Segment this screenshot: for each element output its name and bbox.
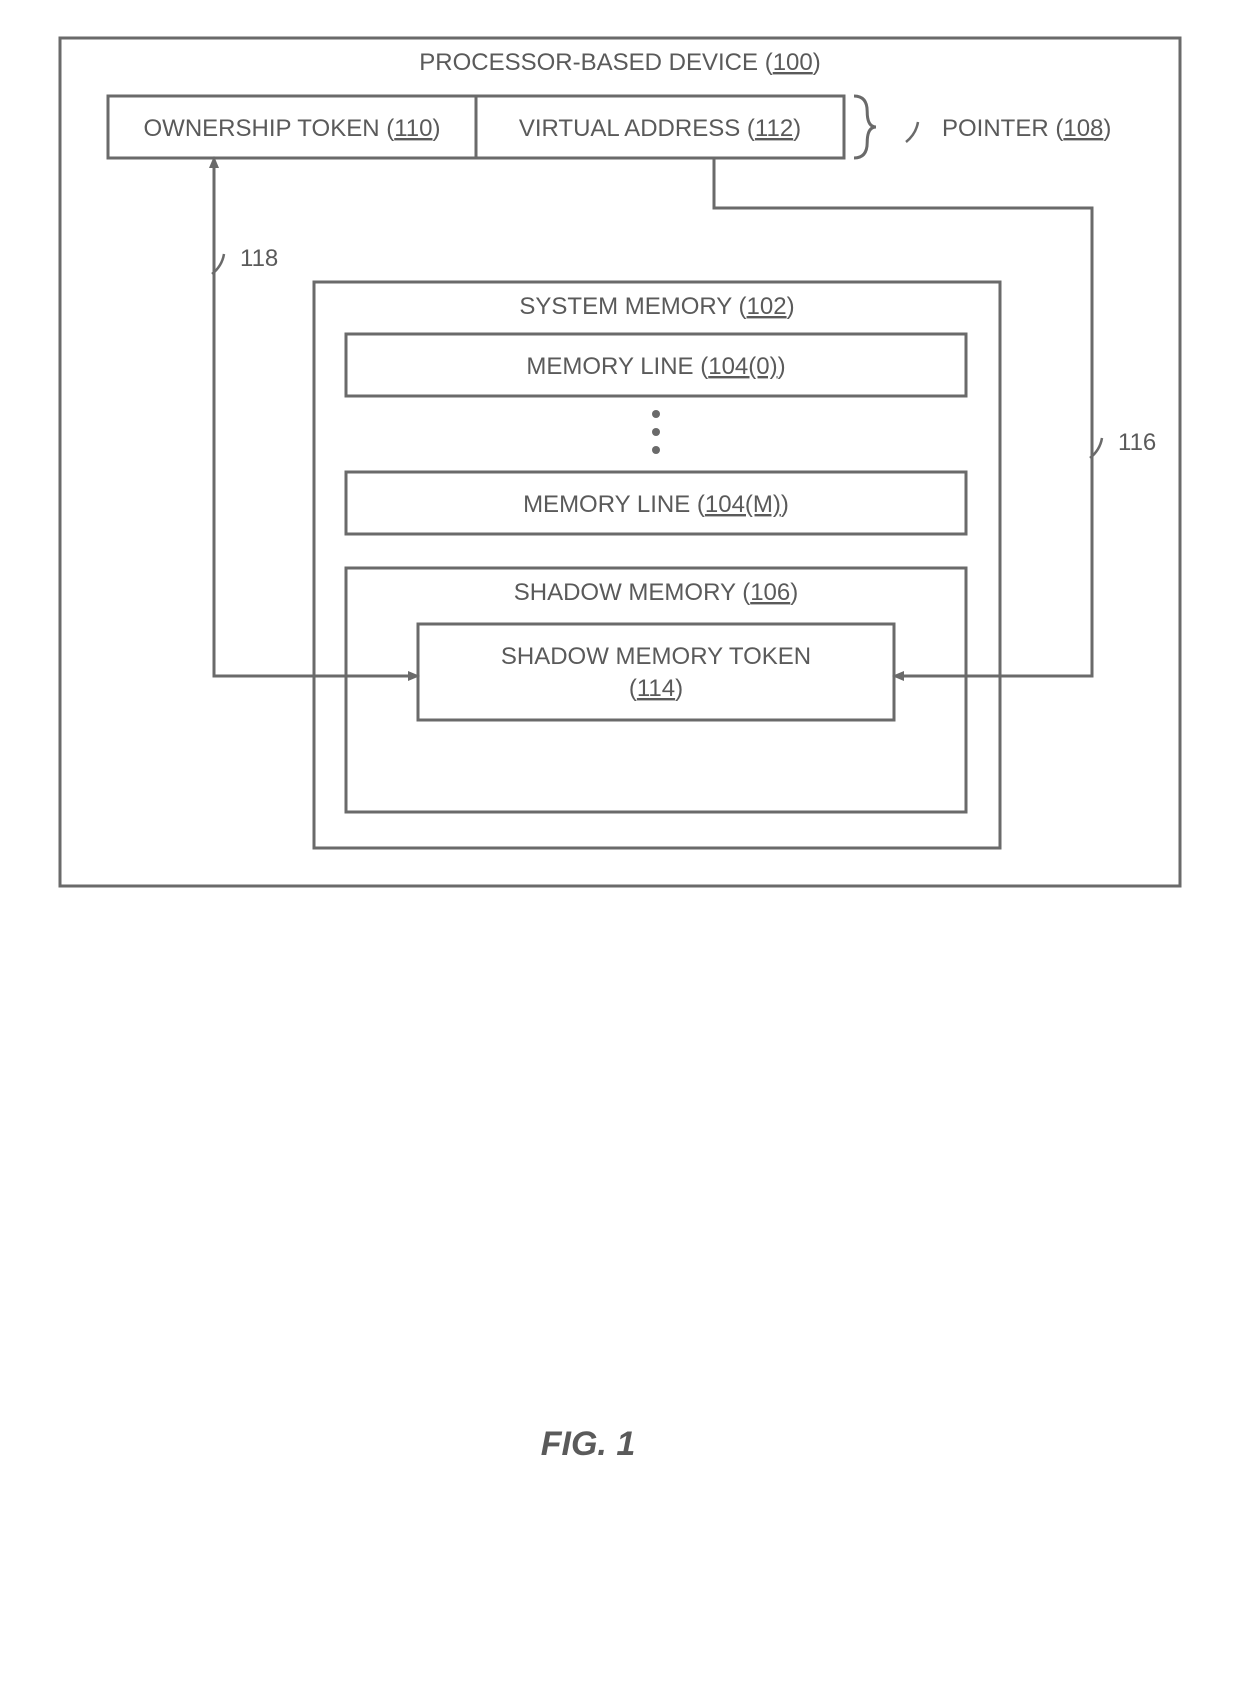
ownership-token-label: OWNERSHIP TOKEN (110) [144, 115, 441, 142]
pointer-brace [854, 96, 876, 158]
pointer-tick [906, 122, 918, 142]
pointer-label: POINTER (108) [942, 115, 1111, 142]
memory-line-0-label: MEMORY LINE (104(0)) [526, 353, 785, 380]
ellipsis-dot [652, 446, 660, 454]
memory-line-m-label: MEMORY LINE (104(M)) [523, 491, 789, 518]
label-116: 116 [1118, 429, 1156, 456]
shadow-token-label-ref: (114) [629, 675, 683, 702]
device-title: PROCESSOR-BASED DEVICE (100) [419, 49, 820, 76]
shadow-token-label-line1: SHADOW MEMORY TOKEN [501, 643, 811, 670]
ellipsis-dot [652, 428, 660, 436]
arrow-118 [214, 158, 418, 676]
label-118: 118 [240, 245, 278, 272]
system-memory-title: SYSTEM MEMORY (102) [519, 293, 794, 320]
figure-caption: FIG. 1 [541, 1425, 635, 1463]
shadow-token-box [418, 624, 894, 720]
virtual-address-label: VIRTUAL ADDRESS (112) [519, 115, 801, 142]
shadow-memory-title: SHADOW MEMORY (106) [514, 579, 799, 606]
ellipsis-dot [652, 410, 660, 418]
device-box [60, 38, 1180, 886]
